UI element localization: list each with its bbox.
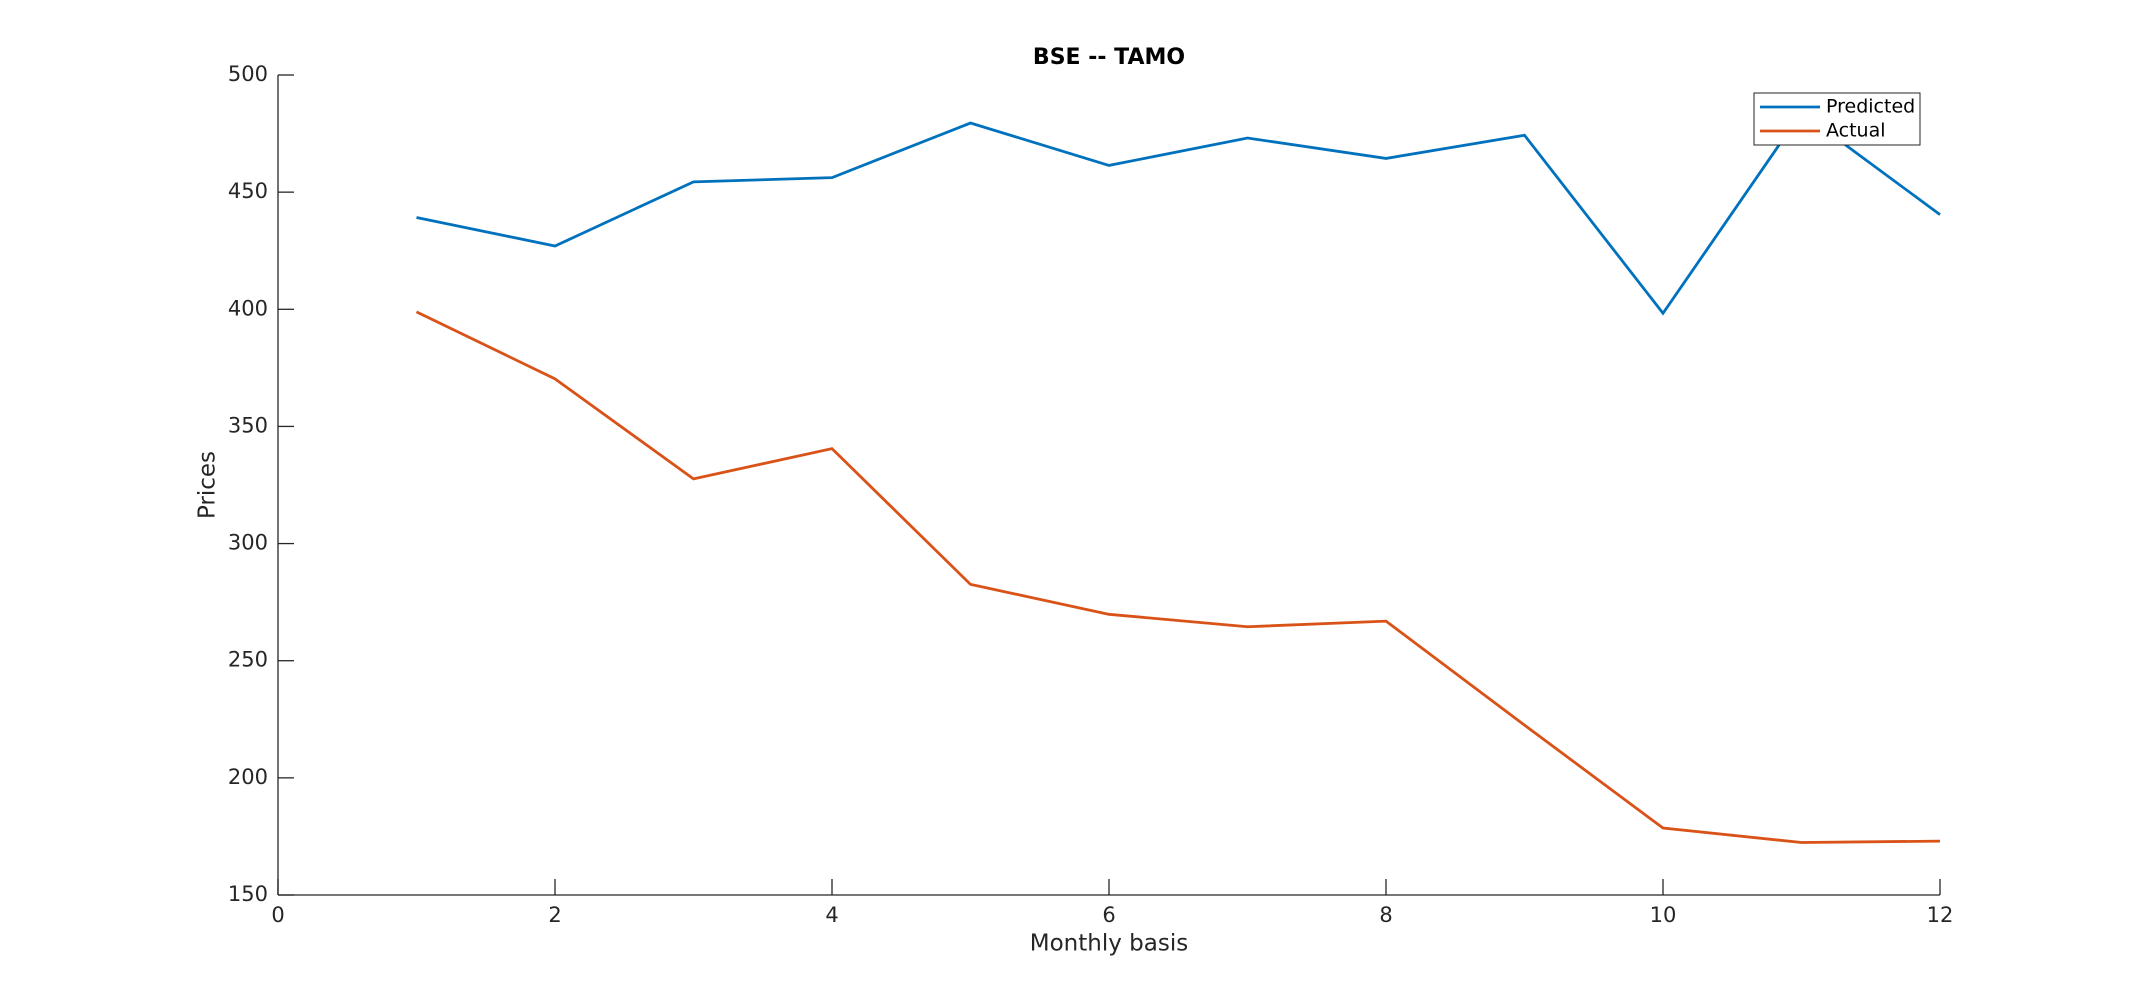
- y-tick-label: 450: [228, 179, 268, 203]
- y-tick-label: 250: [228, 648, 268, 672]
- chart-title: BSE -- TAMO: [1033, 45, 1185, 70]
- y-tick-label: 350: [228, 413, 268, 437]
- legend-label: Actual: [1826, 120, 1886, 142]
- legend-box: [1753, 92, 1921, 146]
- series-line: [415, 310, 1941, 844]
- y-tick-label: 200: [228, 765, 268, 789]
- x-tick-label: 4: [825, 903, 838, 927]
- x-tick-label: 2: [548, 903, 561, 927]
- y-tick-label: 150: [228, 882, 268, 906]
- x-axis-label: Monthly basis: [1030, 931, 1188, 957]
- x-tick-label: 0: [271, 903, 284, 927]
- x-tick-label: 6: [1102, 903, 1115, 927]
- series-line: [416, 110, 1941, 316]
- y-tick-label: 500: [228, 62, 268, 86]
- y-tick-label: 300: [228, 531, 268, 555]
- y-axis-label: Prices: [195, 451, 221, 519]
- x-tick-label: 8: [1379, 903, 1392, 927]
- y-tick-label: 400: [228, 296, 268, 320]
- x-tick-label: 10: [1650, 903, 1677, 927]
- x-tick-label: 12: [1927, 903, 1954, 927]
- legend-label: Predicted: [1826, 96, 1915, 118]
